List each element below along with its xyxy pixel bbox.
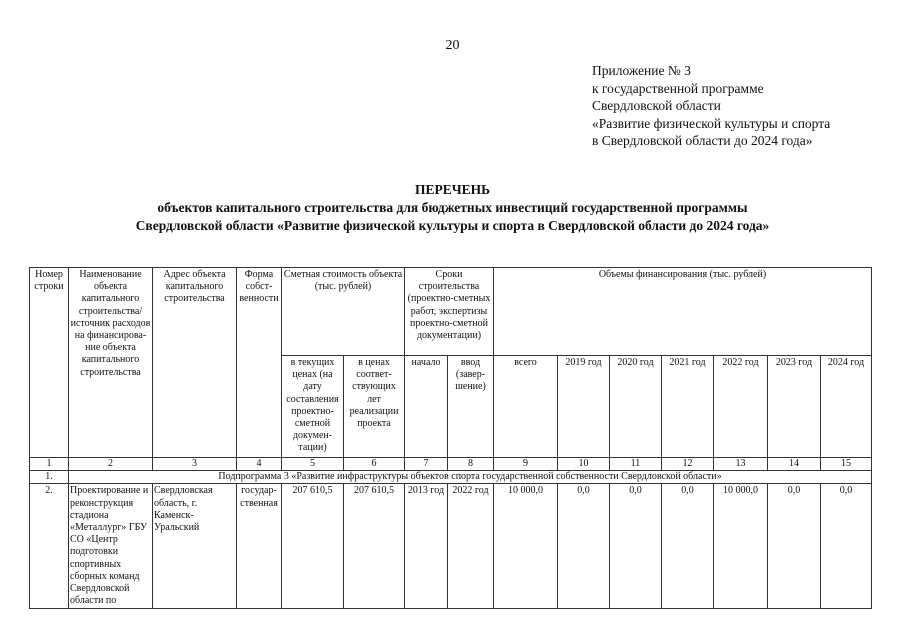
column-number: 5 xyxy=(281,456,344,472)
column-number: 14 xyxy=(767,456,821,472)
header-year: 2021 год xyxy=(661,355,714,458)
appendix-line: Приложение № 3 xyxy=(592,63,691,78)
header-year: 2023 год xyxy=(767,355,821,458)
header-total: всего xyxy=(493,355,558,458)
appendix-note: Приложение № 3 к государственной програм… xyxy=(592,62,830,150)
column-number: 13 xyxy=(713,456,768,472)
header-year: 2019 год xyxy=(557,355,610,458)
column-number: 6 xyxy=(343,456,405,472)
header-terms: Сроки строительства (проектно-сметных ра… xyxy=(404,267,494,356)
column-numbers-row: 1 2 3 4 5 6 7 8 9 10 11 12 13 14 15 xyxy=(29,456,872,472)
capital-construction-table: Номер строки Наименование объекта капита… xyxy=(29,267,872,610)
column-number: 7 xyxy=(404,456,448,472)
column-number: 9 xyxy=(493,456,558,472)
cost-years: 207 610,5 xyxy=(343,483,405,610)
ownership: государ-ственная xyxy=(236,483,282,610)
object-address: Свердловская область, г. Каменск-Уральск… xyxy=(152,483,237,610)
row-number: 2. xyxy=(29,483,69,610)
funding-year: 10 000,0 xyxy=(713,483,768,610)
title-line: объектов капитального строительства для … xyxy=(157,200,748,215)
appendix-line: к государственной программе xyxy=(592,80,764,96)
column-number: 12 xyxy=(661,456,714,472)
funding-year: 0,0 xyxy=(609,483,662,610)
table-row: 2. Проектирование и реконструкция стадио… xyxy=(29,483,872,610)
funding-year: 0,0 xyxy=(820,483,872,610)
header-year: 2024 год xyxy=(820,355,872,458)
header-row-number: Номер строки xyxy=(29,267,69,458)
header-year: 2020 год xyxy=(609,355,662,458)
column-number: 11 xyxy=(609,456,662,472)
column-number: 3 xyxy=(152,456,237,472)
start-year: 2013 год xyxy=(404,483,448,610)
page-number: 20 xyxy=(445,38,460,53)
column-number: 8 xyxy=(447,456,494,472)
header-year: 2022 год xyxy=(713,355,768,458)
object-name: Проектирование и реконструкция стадиона … xyxy=(68,483,153,610)
header-estimated-cost: Сметная стоимость объекта (тыс. рублей) xyxy=(281,267,405,356)
funding-year: 0,0 xyxy=(767,483,821,610)
funding-year: 0,0 xyxy=(557,483,610,610)
header-address: Адрес объекта капитального строительства xyxy=(152,267,237,458)
appendix-line: в Свердловской области до 2024 года» xyxy=(592,133,813,148)
funding-year: 0,0 xyxy=(661,483,714,610)
header-cost-years: в ценах соответ-ствующих лет реализации … xyxy=(343,355,405,458)
cost-current: 207 610,5 xyxy=(281,483,344,610)
title-line: ПЕРЕЧЕНЬ xyxy=(414,182,491,197)
column-number: 2 xyxy=(68,456,153,472)
funding-total: 10 000,0 xyxy=(493,483,558,610)
column-number: 10 xyxy=(557,456,610,472)
subprogram-row: 1. Подпрограмма 3 «Развитие инфраструкту… xyxy=(29,470,872,485)
column-number: 1 xyxy=(29,456,69,472)
header-funding: Объемы финансирования (тыс. рублей) xyxy=(493,267,872,356)
subprogram-number: 1. xyxy=(29,470,69,485)
header-name: Наименование объекта капитального строит… xyxy=(68,267,153,458)
header-start: начало xyxy=(404,355,448,458)
document-title: ПЕРЕЧЕНЬ объектов капитального строитель… xyxy=(0,181,905,235)
header-cost-current: в текущих ценах (на дату составления про… xyxy=(281,355,344,458)
column-number: 15 xyxy=(820,456,872,472)
title-line: Свердловской области «Развитие физическо… xyxy=(135,218,770,233)
end-year: 2022 год xyxy=(447,483,494,610)
subprogram-title: Подпрограмма 3 «Развитие инфраструктуры … xyxy=(68,470,872,485)
header-ownership: Форма собст-венности xyxy=(236,267,282,458)
header-end: ввод (завер-шение) xyxy=(447,355,494,458)
appendix-line: «Развитие физической культуры и спорта xyxy=(592,115,831,131)
appendix-line: Свердловской области xyxy=(592,98,721,113)
column-number: 4 xyxy=(236,456,282,472)
